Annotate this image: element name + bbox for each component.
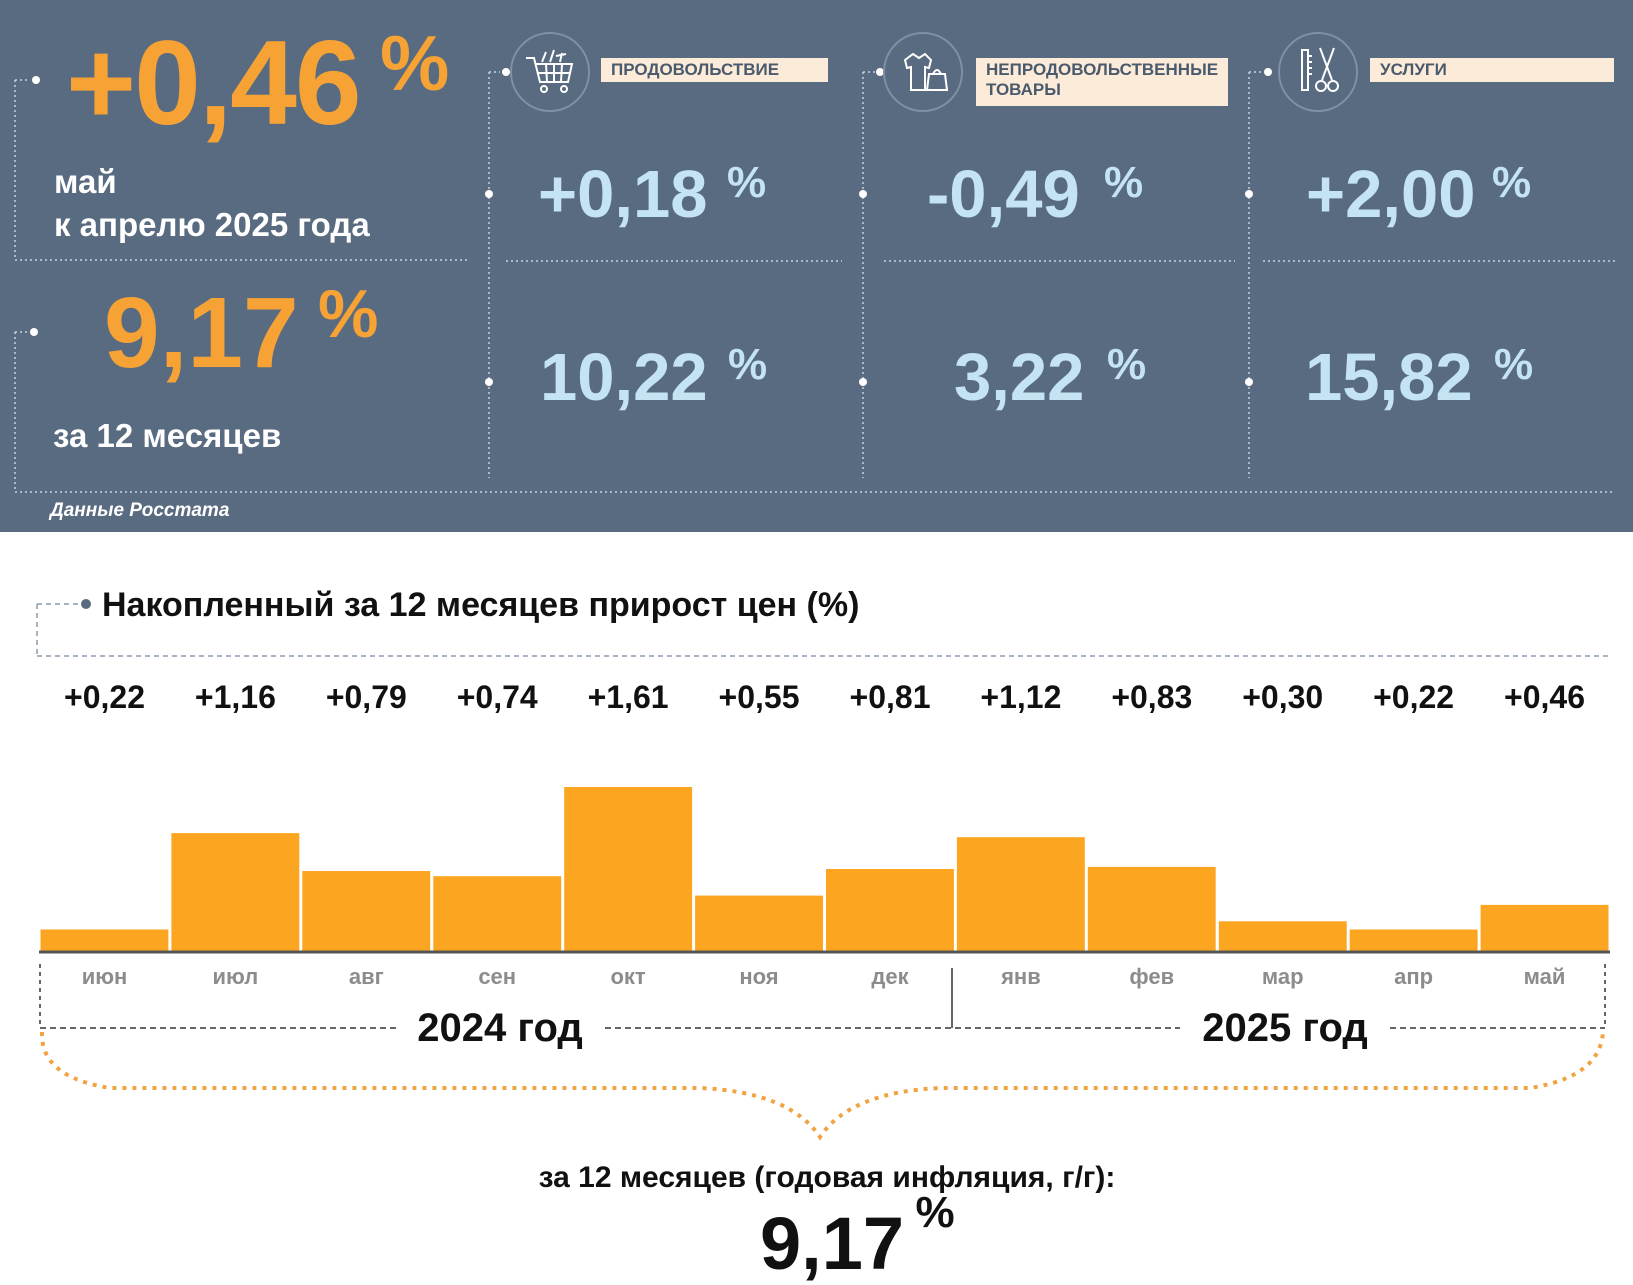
category-label-services: УСЛУГИ	[1370, 58, 1614, 82]
monthly-label-line1: май	[54, 163, 117, 200]
value-label-сен: +0,74	[457, 679, 538, 715]
monthly-label-line2: к апрелю 2025 года	[54, 206, 370, 243]
bar-май	[1480, 904, 1609, 952]
nonfood-monthly-unit: %	[1104, 158, 1144, 207]
accumulated-price-growth-chart: Накопленный за 12 месяцев прирост цен (%…	[36, 586, 1610, 1285]
title-bullet	[81, 599, 91, 609]
nonfood-monthly-value: -0,49	[927, 157, 1080, 232]
services-annual-unit: %	[1494, 340, 1534, 389]
category-label-авг: авг	[349, 964, 384, 989]
food-monthly-unit: %	[727, 158, 767, 207]
summary-panel: +0,46 % май к апрелю 2025 года 9,17 % за…	[0, 0, 1633, 532]
category-label-сен: сен	[478, 964, 516, 989]
annual-label: за 12 месяцев	[53, 417, 282, 454]
value-label-мар: +0,30	[1242, 679, 1323, 715]
value-label-апр: +0,22	[1373, 679, 1454, 715]
category-labels: июн июл авг сен окт ноя дек янв фев мар апр май	[82, 964, 1566, 989]
shopping-cart-icon	[510, 32, 590, 112]
value-label-май: +0,46	[1504, 679, 1585, 715]
scissors-comb-icon	[1278, 32, 1358, 112]
services-monthly-unit: %	[1492, 158, 1532, 207]
services-monthly-value: +2,00	[1306, 157, 1476, 232]
panel-frame	[14, 68, 1615, 493]
value-label-июн: +0,22	[64, 679, 145, 715]
food-monthly-value: +0,18	[538, 157, 708, 232]
value-label-янв: +1,12	[980, 679, 1061, 715]
bar-окт	[564, 787, 693, 952]
year-label-2024: 2024 год	[417, 1006, 583, 1050]
bar-июл	[171, 833, 300, 952]
source-note: Данные Росстата	[50, 500, 230, 521]
value-label-ноя: +0,55	[719, 679, 800, 715]
year-label-2025: 2025 год	[1202, 1006, 1368, 1050]
value-label-июл: +1,16	[195, 679, 276, 715]
category-label-май: май	[1524, 964, 1566, 989]
bar-дек	[826, 869, 954, 952]
annual-inflation-caption: за 12 месяцев (годовая инфляция, г/г):	[539, 1161, 1116, 1194]
value-labels: +0,22 +1,16 +0,79 +0,74 +1,61 +0,55 +0,81 +1,12…	[64, 679, 1585, 715]
category-label-мар: мар	[1262, 964, 1304, 989]
nonfood-annual-unit: %	[1107, 340, 1147, 389]
value-label-дек: +0,81	[850, 679, 931, 715]
monthly-inflation-value: +0,46	[66, 16, 362, 150]
category-label-окт: окт	[610, 964, 645, 989]
bar-июн	[40, 929, 169, 952]
annual-inflation-total: 9,17	[760, 1202, 904, 1285]
bar-мар	[1218, 921, 1347, 952]
bar-ноя	[695, 895, 823, 952]
services-annual-value: 15,82	[1305, 340, 1473, 415]
food-annual-unit: %	[728, 340, 768, 389]
category-label-ноя: ноя	[739, 964, 778, 989]
annual-inflation-unit: %	[318, 276, 379, 352]
category-label-nonfood: НЕПРОДОВОЛЬСТВЕННЫЕ ТОВАРЫ	[976, 58, 1228, 106]
annual-inflation-total-unit: %	[915, 1188, 954, 1237]
nonfood-annual-value: 3,22	[954, 340, 1085, 415]
monthly-inflation-unit: %	[380, 19, 450, 107]
bar-авг	[302, 871, 431, 952]
category-label-фев: фев	[1129, 964, 1174, 989]
clothing-icon	[883, 32, 963, 112]
category-label-дек: дек	[871, 964, 909, 989]
value-label-фев: +0,83	[1111, 679, 1192, 715]
category-label-food: ПРОДОВОЛЬСТВИЕ	[601, 58, 828, 82]
value-label-окт: +1,61	[588, 679, 669, 715]
bar-апр	[1349, 929, 1478, 952]
bar-янв	[956, 837, 1085, 952]
food-annual-value: 10,22	[540, 340, 708, 415]
chart-title: Накопленный за 12 месяцев прирост цен (%…	[102, 586, 859, 624]
category-label-апр: апр	[1394, 964, 1433, 989]
title-frame	[36, 603, 1610, 657]
bar-фев	[1087, 866, 1216, 952]
bar-сен	[433, 876, 562, 952]
category-label-янв: янв	[1000, 964, 1041, 989]
curly-brace	[39, 1031, 1605, 1141]
year-brackets	[39, 964, 1606, 1029]
annual-inflation-value: 9,17	[104, 277, 299, 389]
category-label-июн: июн	[82, 964, 128, 989]
value-label-авг: +0,79	[326, 679, 407, 715]
bars	[40, 787, 1609, 952]
category-label-июл: июл	[213, 964, 259, 989]
